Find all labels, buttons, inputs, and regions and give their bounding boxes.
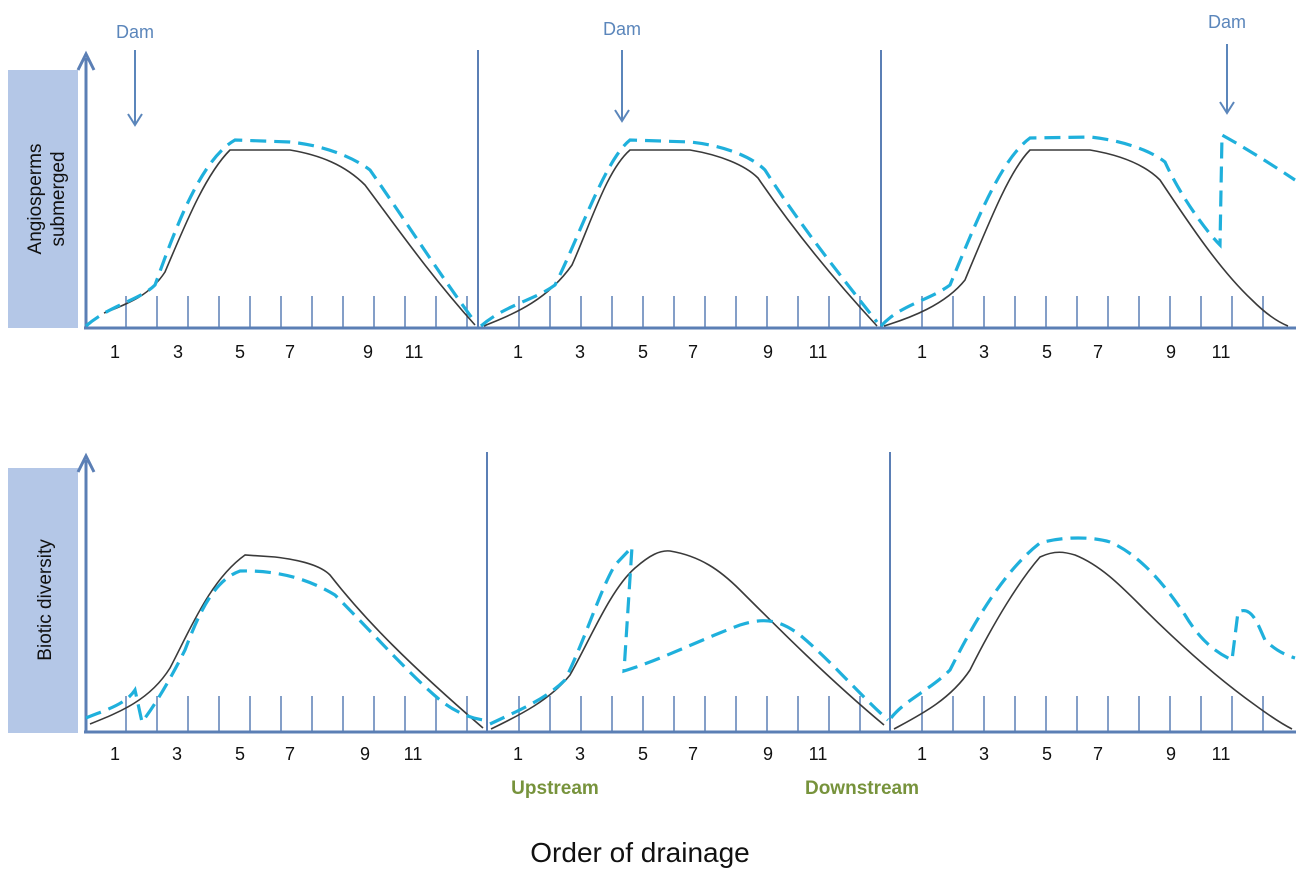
dam-label-2: Dam (603, 19, 641, 39)
tick-label: 9 (763, 744, 773, 764)
tick-label: 3 (979, 342, 989, 362)
tick-label: 9 (1166, 342, 1176, 362)
arrow-up-icon (76, 50, 96, 71)
top-p2-natural-curve (483, 149, 878, 327)
bottom-ticks (125, 696, 1264, 732)
arrow-up-icon (76, 452, 96, 473)
top-p2-dam-curve (479, 138, 879, 328)
tick-label: 11 (405, 342, 424, 362)
downstream-label: Downstream (805, 778, 919, 799)
bottom-ylabel: Biotic diversity (35, 539, 56, 661)
top-ylabel-box (8, 70, 78, 328)
tick-label: 5 (638, 744, 648, 764)
arrow-down-icon (127, 50, 143, 127)
tick-label: 7 (285, 342, 295, 362)
top-p1-natural-curve (103, 149, 476, 326)
tick-label: 5 (235, 342, 245, 362)
tick-label: 5 (235, 744, 245, 764)
tick-label: 9 (1166, 744, 1176, 764)
tick-label: 9 (363, 342, 373, 362)
bottom-p3-natural-curve (893, 551, 1293, 730)
tick-label: 11 (1212, 744, 1231, 764)
tick-label: 1 (917, 744, 927, 764)
upstream-label: Upstream (511, 778, 599, 799)
top-ylabel-line1: Angiosperms (25, 144, 46, 255)
tick-label: 3 (172, 744, 182, 764)
top-p3-dam-curve (879, 132, 1296, 328)
tick-label: 1 (513, 342, 523, 362)
bottom-p2-dam-curve (489, 542, 890, 726)
tick-label: 7 (1093, 342, 1103, 362)
tick-label: 7 (688, 342, 698, 362)
x-axis-title: Order of drainage (530, 837, 749, 868)
tick-label: 3 (173, 342, 183, 362)
tick-label: 9 (360, 744, 370, 764)
tick-label: 5 (1042, 744, 1052, 764)
tick-label: 9 (763, 342, 773, 362)
top-p3-natural-curve (883, 149, 1289, 327)
top-p1-dam-curve (84, 138, 477, 328)
bottom-p3-dam-curve (889, 536, 1296, 720)
tick-label: 11 (809, 744, 828, 764)
tick-label: 1 (917, 342, 927, 362)
tick-label: 3 (979, 744, 989, 764)
tick-label: 7 (285, 744, 295, 764)
tick-label: 11 (1212, 342, 1231, 362)
tick-label: 1 (110, 744, 120, 764)
arrow-down-icon (614, 50, 630, 123)
tick-label: 1 (110, 342, 120, 362)
tick-label: 1 (513, 744, 523, 764)
top-ticks (125, 296, 1264, 328)
tick-labels: 1 3 5 7 9 11 1 3 5 7 9 11 1 3 5 7 9 111 3 5 7 9 11 1 3 5 7 9 11 1 3 5 7 9… (110, 342, 1230, 764)
dam-label-1: Dam (116, 22, 154, 42)
tick-label: 5 (638, 342, 648, 362)
tick-label: 3 (575, 342, 585, 362)
dam-label-3: Dam (1208, 12, 1246, 32)
bottom-p1-natural-curve (89, 554, 484, 729)
tick-label: 7 (1093, 744, 1103, 764)
tick-label: 5 (1042, 342, 1052, 362)
bottom-p1-dam-curve (85, 569, 484, 726)
tick-label: 11 (809, 342, 828, 362)
tick-label: 11 (404, 744, 423, 764)
top-ylabel-line2: submerged (48, 151, 69, 246)
tick-label: 7 (688, 744, 698, 764)
tick-label: 3 (575, 744, 585, 764)
arrow-down-icon (1219, 44, 1235, 115)
bottom-ylabel-box (8, 468, 78, 733)
bottom-p2-natural-curve (490, 550, 885, 730)
